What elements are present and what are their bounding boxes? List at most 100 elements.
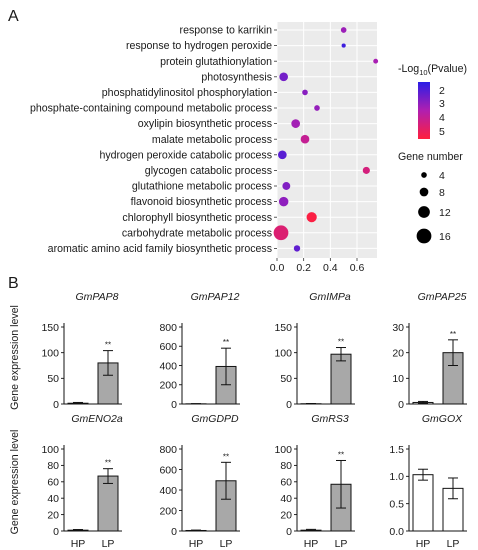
y-tick-label: 50	[280, 373, 292, 385]
y-tick-label: 200	[159, 380, 177, 392]
y-tick-label: 10	[392, 373, 404, 385]
go-term-label: glycogen catabolic process	[145, 165, 272, 177]
chart-title: GmENO2a	[71, 413, 123, 425]
y-tick-label: 20	[280, 509, 292, 521]
panel-a-label: A	[8, 8, 19, 25]
enrichment-dot	[373, 58, 379, 64]
pvalue-tick-label: 2	[439, 85, 445, 97]
y-tick-label: 20	[392, 347, 404, 359]
enrichment-dot	[293, 245, 301, 252]
pvalue-legend-subscript: 10	[419, 68, 427, 77]
gene-number-legend-title: Gene number	[398, 151, 463, 163]
y-tick-label: 0	[53, 399, 59, 411]
enrichment-dot	[291, 119, 301, 128]
category-label: LP	[220, 538, 233, 550]
panel-b-label: B	[8, 275, 19, 292]
significance-mark: **	[338, 450, 344, 459]
bar-HP	[412, 474, 434, 532]
enrichment-dot	[277, 150, 287, 160]
significance-mark: **	[105, 459, 111, 468]
y-tick-label: 40	[47, 493, 59, 505]
category-label: LP	[335, 538, 348, 550]
go-term-label: phosphatidylinositol phosphorylation	[102, 87, 272, 99]
go-term-label: aromatic amino acid family biosynthetic …	[48, 243, 272, 255]
go-term-label: phosphate-containing compound metabolic …	[30, 103, 272, 115]
pvalue-tick-label: 3	[439, 98, 445, 110]
y-axis-label: Gene expression level	[9, 430, 21, 535]
gene-number-legend-dot	[421, 172, 427, 178]
go-term-label: flavonoid biosynthetic process	[131, 196, 272, 208]
y-tick-label: 100	[274, 444, 292, 456]
bar-chart-GmIMPa: GmIMPa 0 50 100 150 **	[274, 291, 355, 411]
enrichment-dot	[282, 182, 291, 190]
dotplot-legend: -Log10(Pvalue) 23 4 5 Gene number 4 8 12 16	[398, 63, 467, 244]
y-tick-label: 80	[280, 460, 292, 472]
y-tick-label: 400	[159, 360, 177, 372]
y-tick-label: 0	[53, 526, 59, 538]
y-tick-label: 150	[41, 322, 59, 334]
x-tick-label: 0.6	[350, 262, 365, 274]
y-tick-label: 0	[171, 399, 177, 411]
pvalue-legend-title: -Log10(Pvalue)	[398, 63, 467, 77]
go-term-label: oxylipin biosynthetic process	[138, 118, 272, 130]
category-label: HP	[416, 538, 431, 550]
chart-title: GmGDPD	[191, 413, 239, 425]
go-term-label: hydrogen peroxide catabolic process	[99, 149, 272, 161]
bar-chart-GmENO2a: GmENO2a 0 20 40 60 80 100 HP ** LP Gene expression…	[9, 413, 123, 550]
significance-mark: **	[450, 330, 456, 339]
y-tick-label: 60	[47, 477, 59, 489]
y-axis-label: Gene expression level	[9, 305, 21, 410]
x-tick-label: 0.2	[296, 262, 311, 274]
gene-number-legend-label: 4	[439, 170, 445, 182]
bar-LP	[330, 353, 352, 405]
bar-chart-GmRS3: GmRS3 0 20 40 60 80 100 HP ** LP	[274, 413, 355, 550]
bar-LP	[97, 475, 119, 532]
significance-mark: **	[223, 338, 229, 347]
chart-title: GmGOX	[422, 413, 463, 425]
gene-number-legend-dot	[418, 206, 430, 218]
y-tick-label: 30	[392, 322, 404, 334]
y-tick-label: 0	[286, 526, 292, 538]
go-term-label: chlorophyll biosynthetic process	[122, 212, 272, 224]
plot-background	[277, 22, 377, 258]
go-term-label: photosynthesis	[201, 71, 272, 83]
enrichment-dot	[340, 27, 347, 33]
enrichment-dot	[306, 212, 317, 223]
x-tick-label: 0.0	[270, 262, 285, 274]
pvalue-legend-suffix: (Pvalue)	[428, 63, 467, 75]
y-tick-label: 0	[398, 399, 404, 411]
y-tick-label: 1.5	[389, 444, 404, 456]
go-term-label: carbohydrate metabolic process	[122, 227, 272, 239]
gene-number-legend-dot	[416, 228, 432, 244]
y-tick-label: 400	[159, 485, 177, 497]
y-tick-label: 100	[41, 444, 59, 456]
y-tick-label: 0.5	[389, 498, 404, 510]
pvalue-tick-label: 5	[439, 126, 445, 138]
chart-title: GmPAP8	[76, 291, 119, 303]
enrichment-dot	[279, 72, 289, 82]
enrichment-dot	[302, 89, 308, 96]
go-term-label: protein glutathionylation	[160, 56, 272, 68]
significance-mark: **	[223, 452, 229, 461]
y-tick-label: 600	[159, 341, 177, 353]
y-tick-label: 0	[286, 399, 292, 411]
y-tick-label: 100	[41, 347, 59, 359]
significance-mark: **	[338, 338, 344, 347]
enrichment-dot	[341, 43, 346, 48]
y-tick-label: 40	[280, 493, 292, 505]
bar-chart-GmGDPD: GmGDPD 0 200 400 600 800 HP ** LP	[159, 413, 240, 550]
bar-chart-GmPAP25: GmPAP25 0 10 20 30 **	[392, 291, 467, 411]
go-term-label: glutathione metabolic process	[132, 181, 272, 193]
bar-chart-GmGOX: GmGOX 0.0 0.5 1.0 1.5 HP LP	[389, 413, 467, 550]
bar-chart-GmPAP12: GmPAP12 0 200 400 600 800 **	[159, 291, 240, 411]
y-tick-label: 0.0	[389, 526, 404, 538]
y-tick-label: 1.0	[389, 471, 404, 483]
y-tick-label: 50	[47, 373, 59, 385]
pvalue-color-bar	[418, 82, 430, 139]
chart-title: GmRS3	[311, 413, 349, 425]
significance-mark: **	[105, 341, 111, 350]
go-term-label: response to hydrogen peroxide	[126, 40, 272, 52]
go-term-label: malate metabolic process	[152, 134, 272, 146]
bar-chart-GmPAP8: GmPAP8 0 50 100 150 ** Gene expression level	[9, 291, 122, 411]
